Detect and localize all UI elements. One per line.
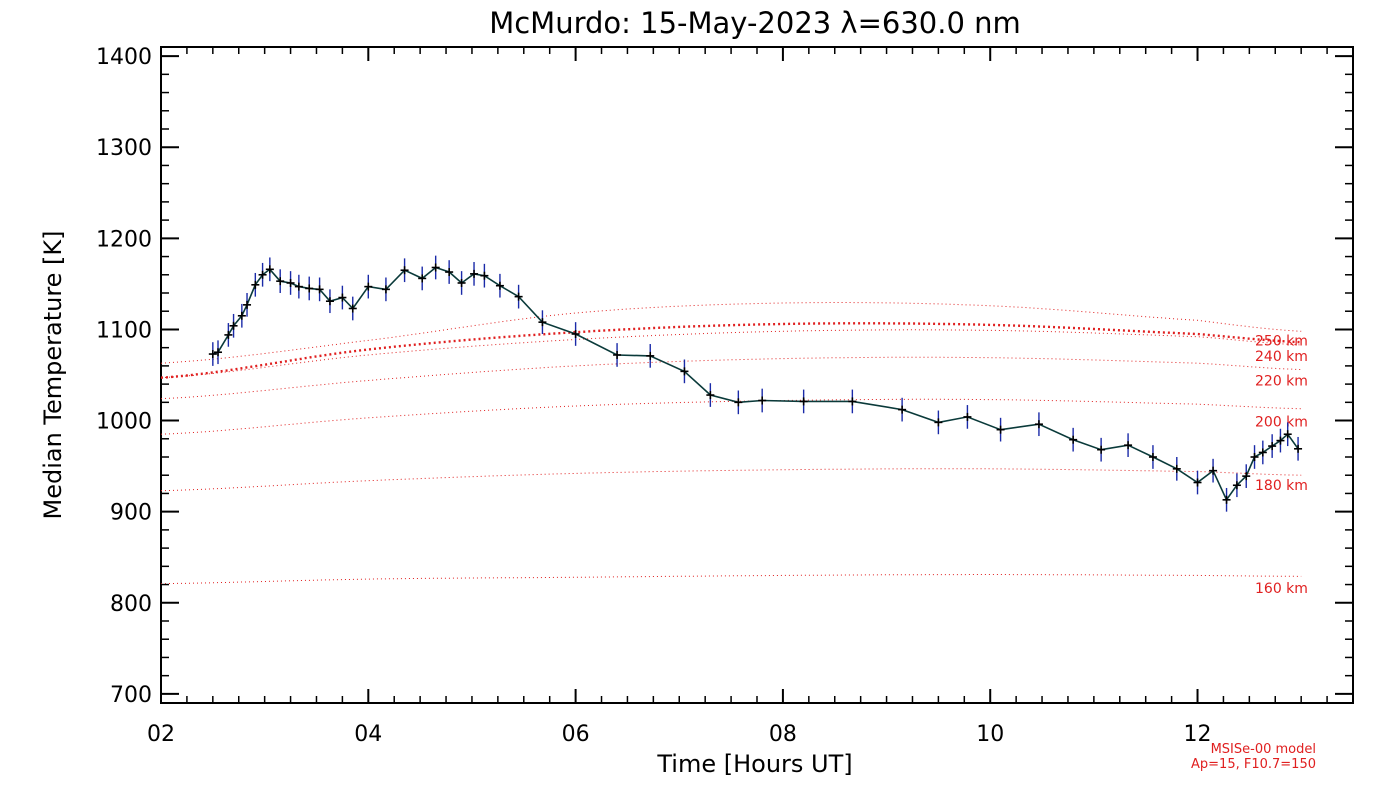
data-point: [1124, 441, 1133, 450]
model-params-note: Ap=15, F10.7=150: [1191, 757, 1316, 772]
y-tick-label: 1200: [96, 227, 152, 252]
data-point: [364, 282, 373, 291]
data-point: [418, 274, 427, 283]
data-point: [799, 397, 808, 406]
data-point: [470, 269, 479, 278]
data-point: [1283, 430, 1292, 439]
model-curve-label: 250 km: [1255, 333, 1308, 349]
data-point: [538, 318, 547, 327]
y-tick-label: 1300: [96, 136, 152, 161]
y-tick-label: 1000: [96, 410, 152, 435]
data-point: [706, 391, 715, 400]
data-point: [305, 284, 314, 293]
axis-ticks: 02 04 06 08 10 12 700 800 900 1000 1100 1200 1300 140…: [96, 45, 1354, 747]
data-point: [1232, 481, 1241, 490]
x-tick-label: 12: [1184, 722, 1212, 747]
data-point: [1242, 472, 1251, 481]
data-point: [1276, 436, 1285, 445]
temperature-series: [208, 255, 1303, 512]
data-point: [251, 280, 260, 289]
model-note: MSISe-00 model: [1211, 742, 1316, 757]
model-curve: [160, 329, 1302, 379]
data-point: [229, 321, 238, 330]
data-point: [381, 285, 390, 294]
data-point: [258, 270, 267, 279]
data-point: [1034, 420, 1043, 429]
data-point: [848, 397, 857, 406]
data-point: [1250, 453, 1259, 461]
x-tick-label: 08: [769, 722, 797, 747]
y-tick-label: 900: [110, 501, 152, 526]
data-point: [1209, 466, 1218, 475]
data-point: [1222, 495, 1231, 504]
plot-frame: [160, 46, 1354, 704]
data-point: [898, 405, 907, 414]
data-point: [1172, 464, 1181, 473]
chart-title: McMurdo: 15-May-2023 λ=630.0 nm: [489, 6, 1021, 40]
x-axis-label: Time [Hours UT]: [656, 750, 852, 778]
y-tick-label: 1100: [96, 318, 152, 343]
data-point: [480, 271, 489, 280]
data-point: [348, 304, 357, 313]
x-tick-label: 02: [147, 722, 175, 747]
data-point: [1069, 435, 1078, 444]
data-point: [325, 297, 334, 306]
model-curve: [160, 356, 1302, 400]
data-point: [514, 292, 523, 301]
data-point: [1268, 442, 1277, 451]
data-point: [431, 263, 440, 272]
model-curve: [160, 468, 1302, 492]
y-axis-label: Median Temperature [K]: [39, 230, 67, 519]
data-point: [315, 285, 324, 294]
model-curve-label: 180 km: [1255, 478, 1308, 494]
y-tick-label: 800: [110, 592, 152, 617]
data-point: [934, 418, 943, 427]
data-point: [646, 351, 655, 360]
model-curves: [160, 302, 1302, 585]
model-curve: [160, 322, 1302, 379]
data-point: [734, 398, 743, 407]
series-line: [212, 266, 1299, 502]
data-point: [400, 266, 409, 275]
data-point: [243, 300, 252, 309]
data-point: [237, 311, 246, 320]
data-point: [1294, 444, 1303, 453]
data-point: [1097, 445, 1106, 454]
data-point: [208, 350, 217, 359]
data-point: [571, 330, 580, 338]
data-point: [1193, 478, 1202, 487]
model-curve-label: 200 km: [1255, 414, 1308, 430]
data-point: [1148, 453, 1157, 461]
x-tick-label: 06: [562, 722, 590, 747]
model-curve-label: 160 km: [1255, 581, 1308, 597]
data-point: [495, 281, 504, 290]
x-tick-label: 10: [976, 722, 1004, 747]
data-point: [265, 265, 274, 274]
data-point: [286, 278, 295, 287]
y-tick-label: 1400: [96, 45, 152, 70]
data-point: [680, 367, 689, 376]
data-point: [214, 348, 223, 357]
data-point: [963, 412, 972, 421]
model-curve-label: 240 km: [1255, 349, 1308, 365]
data-point: [294, 282, 303, 291]
x-tick-label: 04: [354, 722, 382, 747]
data-point: [1258, 448, 1267, 457]
data-point: [276, 277, 285, 286]
y-tick-label: 700: [110, 683, 152, 708]
data-point: [338, 293, 347, 302]
data-point: [224, 330, 233, 339]
data-point: [445, 268, 454, 277]
model-curve: [161, 574, 1302, 585]
data-point: [758, 396, 767, 405]
data-point: [996, 425, 1005, 434]
data-point: [613, 350, 622, 359]
model-curve: [160, 398, 1302, 435]
data-point: [457, 278, 466, 287]
model-curve-label: 220 km: [1255, 373, 1308, 389]
